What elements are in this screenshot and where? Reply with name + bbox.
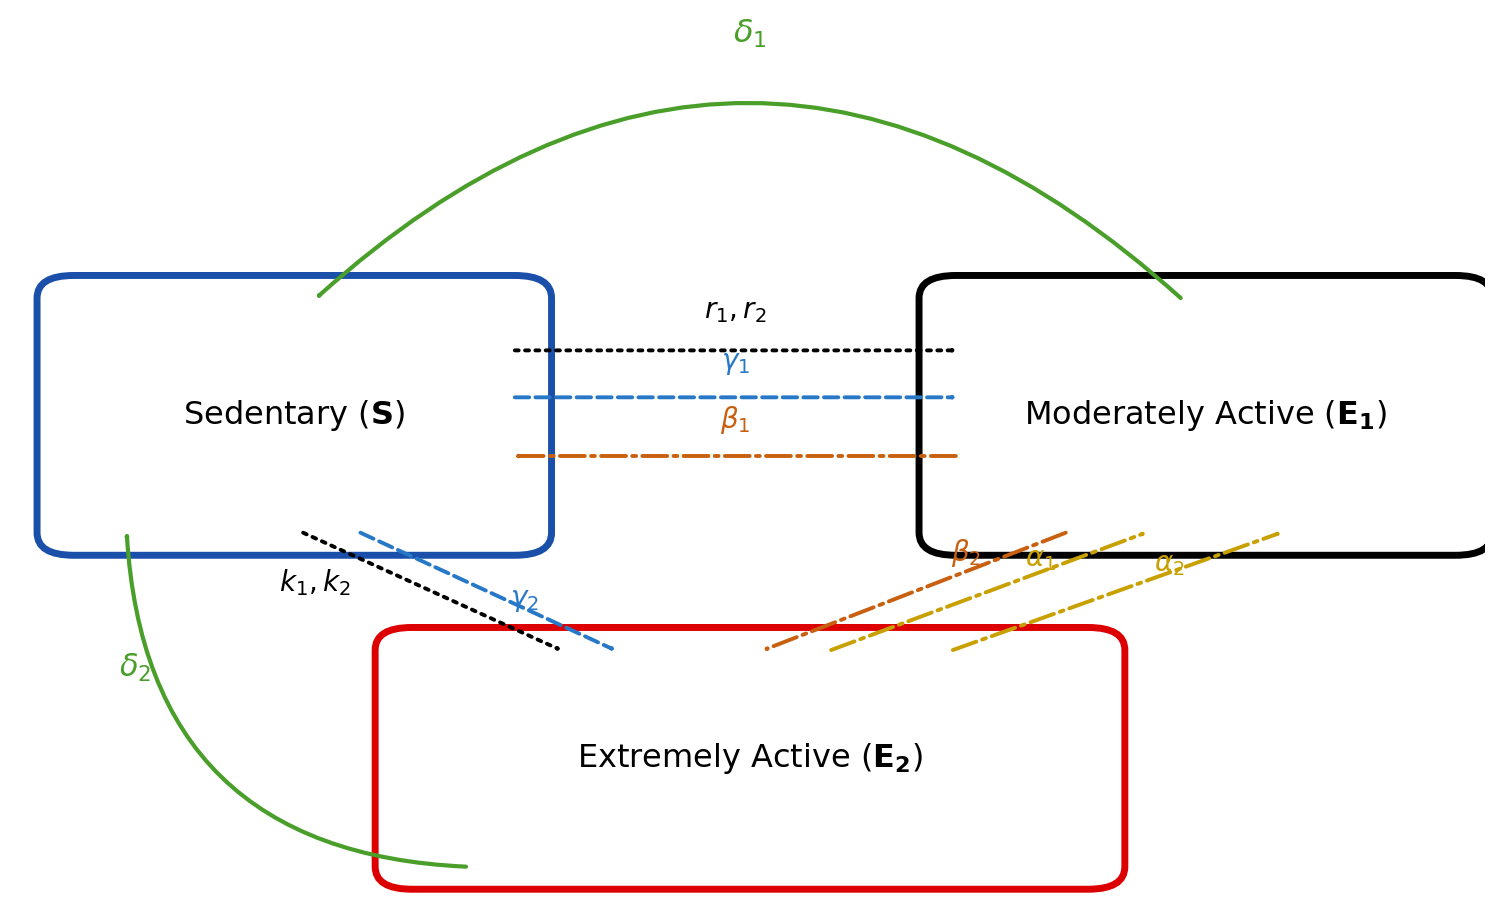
Text: Extremely Active ($\mathit{\mathbf{E}}_\mathbf{2}$): Extremely Active ($\mathit{\mathbf{E}}_\… bbox=[578, 740, 922, 775]
FancyBboxPatch shape bbox=[920, 275, 1492, 555]
Text: $r_1, r_2$: $r_1, r_2$ bbox=[704, 297, 766, 325]
FancyBboxPatch shape bbox=[38, 275, 552, 555]
Text: $\beta_2$: $\beta_2$ bbox=[951, 537, 981, 569]
Text: $\gamma_2$: $\gamma_2$ bbox=[510, 587, 538, 614]
Text: $\delta_1$: $\delta_1$ bbox=[734, 17, 766, 50]
Text: $\beta_1$: $\beta_1$ bbox=[720, 404, 750, 437]
FancyBboxPatch shape bbox=[375, 627, 1125, 890]
Text: $\alpha_2$: $\alpha_2$ bbox=[1154, 550, 1184, 577]
Text: $k_1, k_2$: $k_1, k_2$ bbox=[279, 567, 351, 598]
Text: $\delta_2$: $\delta_2$ bbox=[120, 652, 152, 684]
Text: $\gamma_1$: $\gamma_1$ bbox=[722, 349, 750, 378]
Text: Moderately Active ($\mathit{\mathbf{E}}_\mathbf{1}$): Moderately Active ($\mathit{\mathbf{E}}_… bbox=[1024, 398, 1388, 433]
Text: $\alpha_1$: $\alpha_1$ bbox=[1024, 545, 1056, 573]
Text: Sedentary ($\mathit{\mathbf{S}}$): Sedentary ($\mathit{\mathbf{S}}$) bbox=[183, 398, 405, 433]
